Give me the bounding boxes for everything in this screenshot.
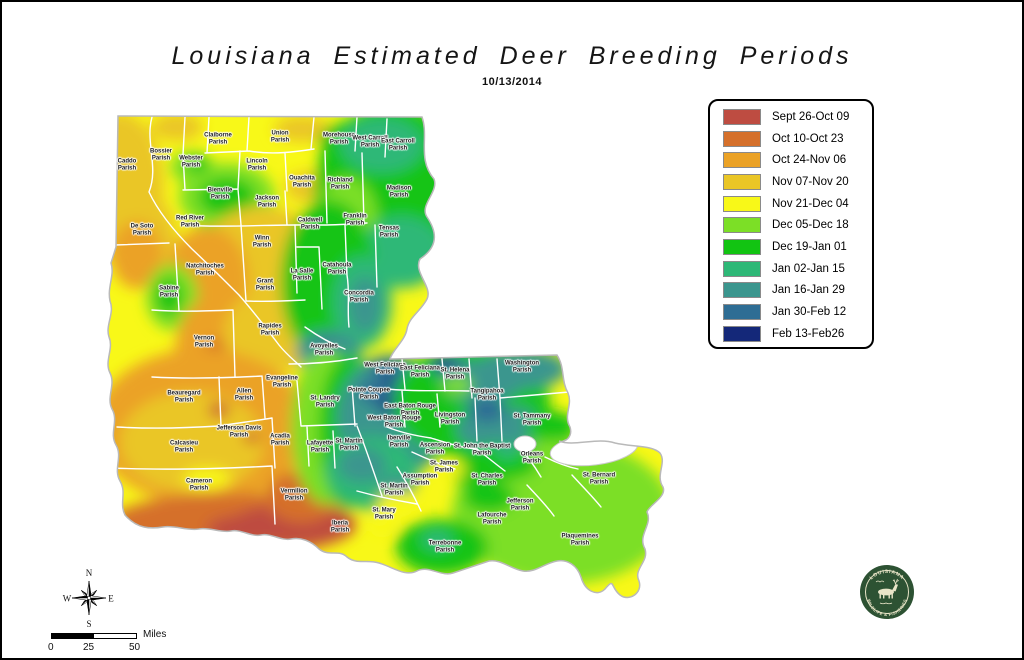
- breeding-period-region: [495, 444, 519, 460]
- legend-color-swatch: [723, 173, 761, 190]
- breeding-period-region: [526, 411, 578, 443]
- breeding-period-map-svg: [107, 115, 665, 599]
- breeding-period-region: [359, 380, 391, 404]
- scale-unit-label: Miles: [143, 629, 167, 640]
- compass-n-label: N: [86, 568, 93, 578]
- legend-item: Jan 16-Jan 29: [723, 280, 872, 302]
- legend-item: Feb 13-Feb26: [723, 323, 872, 345]
- breeding-period-region: [188, 157, 208, 173]
- legend-color-swatch: [723, 238, 761, 255]
- legend: Sept 26-Oct 09 Oct 10-Oct 23 Oct 24-Nov 06…: [708, 99, 874, 349]
- page-title: Louisiana Estimated Deer Breeding Period…: [171, 42, 853, 70]
- legend-color-swatch: [723, 325, 761, 342]
- breeding-period-region: [111, 221, 163, 289]
- breeding-period-region: [214, 406, 224, 414]
- scale-bar-fill: [52, 634, 94, 638]
- legend-item: Dec 05-Dec 18: [723, 214, 872, 236]
- agency-logo: LOUISIANA WILDLIFE & FISHERIES: [860, 565, 914, 619]
- legend-item-label: Oct 24-Nov 06: [772, 154, 847, 167]
- breeding-period-region: [183, 468, 231, 490]
- scale-bar: Miles 0 25 50: [47, 628, 177, 654]
- breeding-period-region: [274, 116, 330, 142]
- lake-maurepas: [513, 435, 537, 453]
- legend-color-swatch: [723, 108, 761, 125]
- breeding-period-region: [384, 376, 396, 384]
- legend-item: Nov 07-Nov 20: [723, 171, 872, 193]
- breeding-period-region: [151, 116, 203, 141]
- breeding-period-region: [448, 464, 466, 476]
- legend-item: Sept 26-Oct 09: [723, 106, 872, 128]
- breeding-period-region: [378, 492, 416, 512]
- breeding-period-region: [338, 447, 386, 483]
- map-date: 10/13/2014: [481, 76, 543, 88]
- legend-color-swatch: [723, 195, 761, 212]
- legend-item-label: Jan 02-Jan 15: [772, 262, 845, 275]
- breeding-period-region: [442, 375, 472, 395]
- legend-item-label: Dec 19-Jan 01: [772, 240, 847, 253]
- legend-item-label: Feb 13-Feb26: [772, 327, 845, 340]
- compass-w-label: W: [63, 594, 72, 604]
- breeding-period-region: [368, 517, 396, 533]
- breeding-period-region: [199, 178, 255, 216]
- deer-icon: [875, 578, 899, 605]
- parish-boundaries: [111, 116, 602, 525]
- breeding-period-region: [421, 530, 453, 550]
- breeding-period-region: [369, 359, 405, 379]
- legend-item-label: Sept 26-Oct 09: [772, 110, 850, 123]
- breeding-period-region: [156, 279, 182, 315]
- legend-color-swatch: [723, 282, 761, 299]
- legend-color-swatch: [723, 260, 761, 277]
- logo-inner-ring: [865, 570, 909, 614]
- breeding-period-region: [340, 117, 424, 173]
- breeding-period-region: [469, 398, 505, 422]
- legend-item-label: Jan 16-Jan 29: [772, 284, 845, 297]
- legend-color-swatch: [723, 130, 761, 147]
- louisiana-map: Caddo Parish Bossier Parish Webster Parish Cla…: [57, 97, 717, 627]
- breeding-period-region: [381, 399, 397, 411]
- breeding-period-region: [451, 457, 503, 487]
- scale-tick-50: 50: [129, 642, 141, 653]
- compass-rose-icon: N S W E: [63, 568, 115, 629]
- breeding-period-region: [243, 430, 261, 444]
- legend-rows: Sept 26-Oct 09 Oct 10-Oct 23 Oct 24-Nov 06…: [723, 106, 872, 345]
- legend-item: Oct 24-Nov 06: [723, 149, 872, 171]
- scale-tick-0: 0: [48, 642, 54, 653]
- scale-tick-25: 25: [83, 642, 95, 653]
- legend-item: Oct 10-Oct 23: [723, 128, 872, 150]
- compass-s-label: S: [86, 619, 91, 629]
- compass-e-label: E: [108, 594, 114, 604]
- breeding-period-region: [120, 392, 264, 492]
- breeding-period-region: [348, 277, 382, 333]
- legend-item-label: Dec 05-Dec 18: [772, 219, 849, 232]
- legend-item: Dec 19-Jan 01: [723, 236, 872, 258]
- legend-item: Nov 21-Dec 04: [723, 193, 872, 215]
- legend-color-swatch: [723, 304, 761, 321]
- scale-bar-rule: [51, 633, 137, 639]
- legend-item-label: Nov 07-Nov 20: [772, 175, 849, 188]
- legend-color-swatch: [723, 152, 761, 169]
- legend-item-label: Oct 10-Oct 23: [772, 132, 844, 145]
- legend-item-label: Nov 21-Dec 04: [772, 197, 849, 210]
- legend-item-label: Jan 30-Feb 12: [772, 306, 847, 319]
- breeding-surface-regions: [108, 116, 664, 584]
- legend-item: Jan 02-Jan 15: [723, 258, 872, 280]
- legend-color-swatch: [723, 217, 761, 234]
- breeding-period-region: [463, 482, 515, 512]
- legend-item: Jan 30-Feb 12: [723, 301, 872, 323]
